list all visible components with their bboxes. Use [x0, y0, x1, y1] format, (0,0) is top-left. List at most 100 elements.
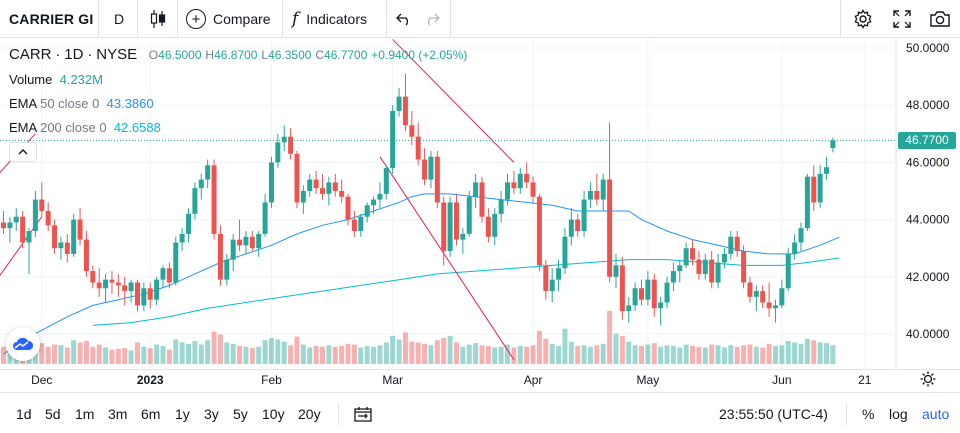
- candle-body: [575, 219, 581, 232]
- range-button-5d[interactable]: 5d: [45, 405, 61, 422]
- ema50-line: [3, 193, 840, 355]
- volume-bar: [798, 343, 804, 364]
- volume-bar: [415, 342, 421, 364]
- volume-bar: [428, 345, 434, 364]
- collapse-legend-button[interactable]: [9, 142, 37, 162]
- ema200-legend[interactable]: EMA 200 close 0 42.6588: [9, 120, 161, 135]
- volume-bar: [479, 345, 485, 364]
- volume-bar: [830, 345, 836, 364]
- snapshot-button[interactable]: [929, 0, 951, 38]
- toolbar-divider: [386, 0, 387, 38]
- symbol-search-button[interactable]: CARRIER GI: [9, 11, 94, 27]
- candle-body: [166, 268, 172, 283]
- candle-body: [390, 110, 396, 169]
- candle-body: [103, 279, 109, 289]
- volume-bar: [179, 342, 185, 364]
- volume-bar: [453, 342, 459, 364]
- candle-body: [249, 236, 255, 249]
- candle-body: [122, 285, 128, 292]
- interval-button[interactable]: D: [114, 11, 125, 27]
- go-to-date-button[interactable]: [354, 394, 372, 433]
- legend-open-label: O: [148, 48, 159, 62]
- volume-bar: [262, 340, 268, 364]
- top-toolbar: CARRIER GI D + Compare f Indicators: [0, 0, 960, 38]
- compare-button[interactable]: + Compare: [186, 0, 271, 38]
- volume-bar: [134, 342, 140, 364]
- range-button-3y[interactable]: 3y: [204, 405, 219, 422]
- volume-bar: [345, 343, 351, 364]
- candle-body: [217, 233, 223, 280]
- candle-body: [109, 279, 115, 283]
- volume-bar: [741, 345, 747, 364]
- range-button-1d[interactable]: 1d: [16, 405, 32, 422]
- candle-body: [211, 165, 217, 234]
- candle-body: [696, 259, 702, 274]
- volume-bar: [766, 343, 772, 364]
- volume-bar: [396, 339, 402, 364]
- x-tick-label: 2023: [136, 373, 164, 387]
- candle-body: [256, 233, 262, 249]
- indicators-button[interactable]: f Indicators: [292, 0, 367, 38]
- ema50-legend[interactable]: EMA 50 close 0 43.3860: [9, 96, 154, 111]
- range-button-10y[interactable]: 10y: [262, 405, 285, 422]
- legend-high-label: H: [205, 48, 215, 62]
- range-button-1m[interactable]: 1m: [75, 405, 95, 422]
- auto-scale-toggle[interactable]: auto: [922, 405, 950, 422]
- volume-bar: [326, 345, 332, 364]
- undo-button[interactable]: [396, 0, 412, 38]
- range-button-5y[interactable]: 5y: [233, 405, 248, 422]
- legend-change: +0.9400 (+2.05%): [371, 48, 468, 62]
- candle-body: [288, 136, 294, 154]
- volume-bar: [166, 349, 172, 364]
- volume-bar: [670, 346, 676, 364]
- range-button-20y[interactable]: 20y: [298, 405, 321, 422]
- range-button-3m[interactable]: 3m: [108, 405, 128, 422]
- volume-bar: [664, 345, 670, 364]
- legend-separator: ·: [55, 46, 61, 63]
- volume-bar: [594, 345, 600, 364]
- candle-body: [607, 179, 613, 277]
- ema50-value: 43.3860: [106, 96, 154, 111]
- clock-timezone[interactable]: 23:55:50 (UTC-4): [719, 405, 828, 422]
- undo-icon: [396, 13, 409, 26]
- volume-bar: [275, 339, 281, 364]
- redo-button[interactable]: [424, 0, 440, 38]
- fullscreen-button[interactable]: [891, 0, 913, 38]
- volume-bar: [217, 334, 223, 364]
- tradingview-logo[interactable]: [6, 327, 40, 361]
- volume-bar: [543, 338, 549, 364]
- axis-settings-button[interactable]: [920, 371, 936, 392]
- toolbar-divider: [840, 0, 841, 38]
- volume-bar: [568, 341, 574, 364]
- volume-bar: [811, 340, 817, 364]
- volume-bar: [753, 346, 759, 364]
- sun-settings-icon: [920, 371, 936, 387]
- candle-body: [473, 182, 479, 197]
- chart-style-button[interactable]: [148, 0, 168, 38]
- volume-bar: [772, 346, 778, 364]
- candle-body: [90, 271, 96, 283]
- chart-settings-button[interactable]: [852, 0, 874, 38]
- time-axis[interactable]: [0, 369, 960, 393]
- volume-bar: [817, 342, 823, 364]
- candle-body: [817, 173, 823, 203]
- volume-bar: [122, 348, 128, 364]
- candle-body: [20, 216, 26, 243]
- candle-body: [709, 259, 715, 283]
- candle-body: [243, 236, 249, 246]
- candle-body: [262, 202, 268, 234]
- price-chart[interactable]: 50.0000 48.0000 46.0000 44.0000 42.0000 40.00…: [0, 38, 960, 369]
- range-button-6m[interactable]: 6m: [141, 405, 161, 422]
- percent-toggle[interactable]: %: [862, 405, 875, 422]
- volume-bar: [517, 346, 523, 364]
- candle-body: [32, 199, 38, 232]
- range-button-1y[interactable]: 1y: [175, 405, 190, 422]
- candle-body: [549, 279, 555, 292]
- candle-body: [562, 236, 568, 269]
- volume-bar: [71, 340, 77, 364]
- legend-high-value: 46.8700: [214, 48, 258, 62]
- volume-legend[interactable]: Volume 4.232M: [9, 72, 103, 87]
- log-toggle[interactable]: log: [889, 405, 908, 422]
- candle-body: [760, 291, 766, 303]
- volume-bar: [524, 346, 530, 364]
